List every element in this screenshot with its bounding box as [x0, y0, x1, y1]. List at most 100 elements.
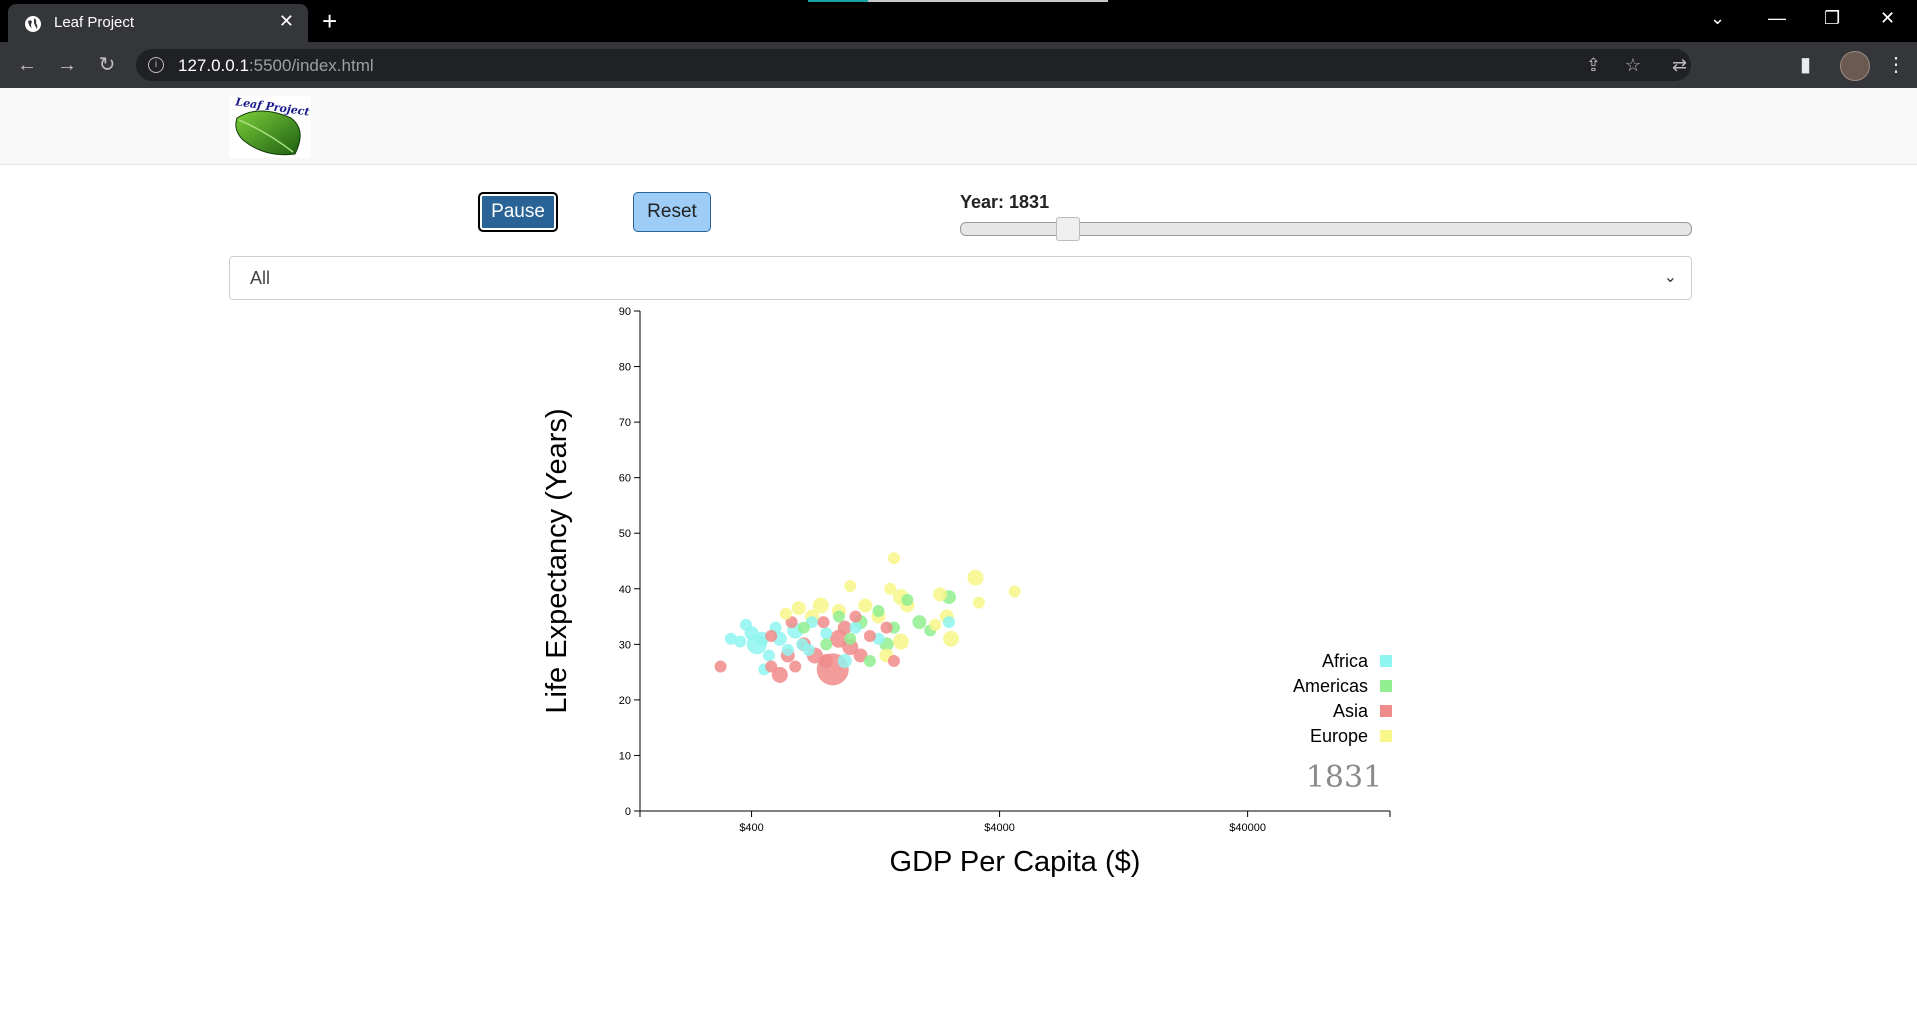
- data-point: [887, 655, 900, 667]
- legend-swatch-africa: [1380, 655, 1392, 667]
- data-point: [765, 660, 778, 673]
- y-tick-label: 0: [625, 806, 631, 818]
- data-point: [892, 633, 909, 650]
- axes: 0 10 20 30 40 50 60 70 80 90 $400 $4000 $40000 GDP Pe…: [541, 306, 1391, 878]
- data-point: [837, 654, 852, 668]
- year-watermark: 1831: [1306, 760, 1382, 795]
- page-header: Leaf Project: [0, 88, 1917, 165]
- chevron-down-icon: ⌄: [1663, 269, 1677, 286]
- data-point: [929, 618, 942, 631]
- year-label: Year: 1831: [960, 192, 1050, 212]
- back-icon[interactable]: ←: [17, 54, 37, 76]
- menu-icon[interactable]: ⋮: [1886, 54, 1906, 76]
- star-icon[interactable]: ☆: [1624, 55, 1641, 75]
- browser-tab-bar: Leaf Project ✕ + ⌄ — ❐ ✕: [0, 0, 1917, 42]
- data-point: [844, 580, 857, 592]
- year-slider[interactable]: [960, 222, 1692, 236]
- data-point: [812, 597, 829, 614]
- browser-tab[interactable]: Leaf Project ✕: [8, 4, 308, 42]
- data-point: [832, 610, 845, 623]
- x-tick-label: $4000: [984, 822, 1015, 834]
- y-tick-label: 70: [619, 417, 631, 429]
- tab-strip-indicator: [808, 0, 1108, 2]
- data-point: [932, 587, 947, 602]
- data-point: [1008, 585, 1021, 598]
- y-tick-label: 50: [619, 528, 631, 540]
- data-point: [837, 620, 852, 635]
- y-tick-label: 40: [619, 584, 631, 596]
- chevron-down-icon[interactable]: ⌄: [1710, 8, 1726, 28]
- data-point: [849, 621, 862, 634]
- legend-label-europe: Europe: [1310, 726, 1368, 746]
- pause-button[interactable]: Pause: [478, 192, 558, 232]
- data-point: [740, 618, 753, 631]
- browser-toolbar: ← → ↻ i 127.0.0.1:5500/index.html ⇄ ⇪ ☆ …: [0, 42, 1917, 88]
- tab-strip-indicator-accent: [808, 0, 868, 2]
- plot-area: 1831: [714, 552, 1382, 795]
- reset-button[interactable]: Reset: [633, 192, 711, 232]
- y-tick-label: 30: [619, 639, 631, 651]
- share-icon[interactable]: ⇪: [1585, 55, 1601, 75]
- data-point: [802, 643, 815, 656]
- data-point: [943, 630, 960, 647]
- data-point: [771, 666, 788, 683]
- legend: Africa Americas Asia Europe: [1293, 651, 1392, 746]
- data-point: [789, 660, 802, 673]
- continent-filter-select[interactable]: All ⌄: [229, 256, 1692, 300]
- restore-icon[interactable]: ❐: [1824, 8, 1841, 28]
- data-point: [887, 552, 900, 565]
- data-point: [880, 621, 893, 634]
- data-point: [942, 616, 955, 629]
- tab-title: Leaf Project: [54, 14, 135, 31]
- data-point: [734, 635, 747, 648]
- legend-swatch-asia: [1380, 705, 1392, 717]
- data-point: [884, 582, 897, 595]
- data-point: [779, 607, 792, 620]
- legend-label-asia: Asia: [1333, 701, 1369, 721]
- window-close-icon[interactable]: ✕: [1880, 8, 1896, 28]
- avatar[interactable]: [1840, 51, 1870, 81]
- data-point: [872, 605, 885, 617]
- data-point: [863, 655, 876, 667]
- data-point: [901, 593, 914, 606]
- leaf-icon: Leaf Project: [234, 95, 310, 156]
- translate-icon[interactable]: ⇄: [1672, 55, 1688, 75]
- data-point: [819, 654, 834, 668]
- close-icon[interactable]: ✕: [278, 11, 294, 31]
- x-tick-label: $40000: [1229, 822, 1266, 834]
- info-icon[interactable]: i: [148, 57, 164, 73]
- data-point: [912, 615, 927, 630]
- forward-icon[interactable]: →: [57, 54, 77, 76]
- y-tick-label: 10: [619, 750, 631, 762]
- data-point: [765, 630, 778, 642]
- url-text[interactable]: 127.0.0.1:5500/index.html: [178, 56, 374, 75]
- data-point: [863, 630, 876, 642]
- side-panel-icon[interactable]: ▮: [1800, 54, 1812, 76]
- data-point: [858, 598, 873, 613]
- data-point: [820, 627, 833, 640]
- data-point: [820, 638, 833, 651]
- data-point: [714, 660, 727, 673]
- data-point: [817, 616, 830, 629]
- address-bar[interactable]: i 127.0.0.1:5500/index.html ⇄ ⇪ ☆: [136, 49, 1691, 81]
- data-point: [844, 632, 857, 645]
- legend-swatch-americas: [1380, 680, 1392, 692]
- legend-label-africa: Africa: [1322, 651, 1369, 671]
- leaf-logo: Leaf Project: [229, 95, 311, 158]
- globe-icon: [25, 16, 41, 32]
- scatter-chart: 1831 0 10 20 30 40 50 60 70 80 90 $400 $4000 $40000 G…: [541, 306, 1392, 878]
- y-tick-label: 90: [619, 306, 631, 318]
- data-point: [849, 610, 862, 623]
- data-point: [972, 596, 985, 609]
- year-slider-handle[interactable]: [1056, 217, 1081, 241]
- data-point: [791, 601, 806, 616]
- legend-label-americas: Americas: [1293, 676, 1368, 696]
- minimize-icon[interactable]: —: [1768, 8, 1786, 28]
- new-tab-icon[interactable]: +: [322, 6, 338, 36]
- x-tick-label: $400: [739, 822, 763, 834]
- y-tick-label: 60: [619, 473, 631, 485]
- data-point: [724, 632, 737, 645]
- reload-icon[interactable]: ↻: [98, 54, 116, 76]
- data-point: [967, 569, 984, 586]
- data-point: [853, 648, 868, 663]
